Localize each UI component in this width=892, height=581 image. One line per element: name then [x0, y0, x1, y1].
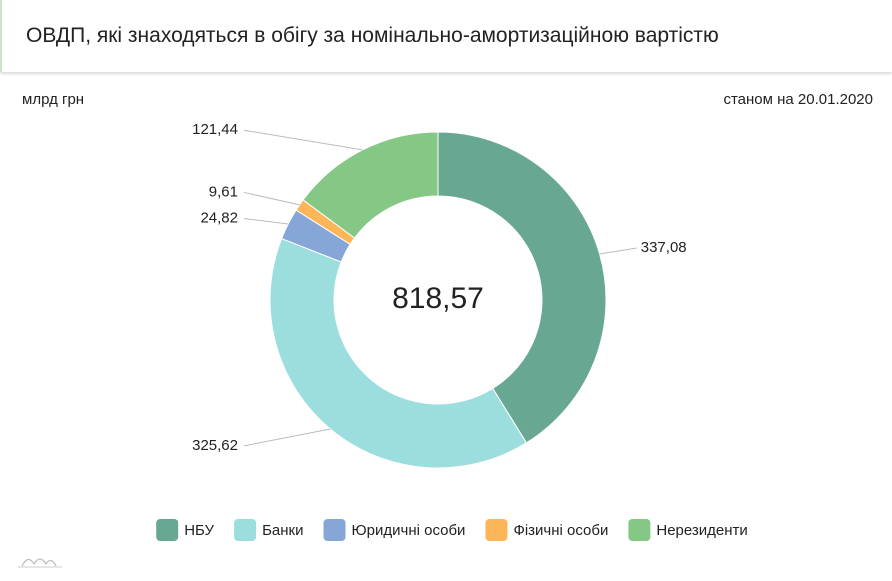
- leader-line: [599, 247, 637, 255]
- logo: [21, 558, 57, 567]
- data-label: 325,62: [192, 437, 238, 454]
- header: ОВДП, які знаходяться в обігу за номінал…: [0, 0, 892, 72]
- legend-label: Банки: [262, 522, 303, 539]
- leader-line: [243, 191, 300, 206]
- legend-label: НБУ: [184, 522, 214, 539]
- leader-line: [243, 129, 363, 151]
- legend-swatch: [323, 519, 346, 541]
- legend-swatch: [485, 519, 508, 541]
- leader-line: [243, 217, 289, 225]
- date-note: станом на 20.01.2020: [723, 91, 873, 108]
- legend-label: Фізичні особи: [513, 522, 608, 539]
- unit-label: млрд грн: [22, 91, 84, 108]
- data-label: 24,82: [200, 209, 238, 226]
- center-total: 818,57: [392, 282, 484, 315]
- leader-line: [243, 428, 331, 447]
- legend-label: Юридичні особи: [352, 522, 466, 539]
- donut-segment: [437, 131, 607, 444]
- donut-segment: [269, 237, 528, 469]
- donut-segment: [302, 131, 439, 239]
- data-label: 337,08: [641, 239, 687, 256]
- data-label: 9,61: [209, 183, 238, 200]
- legend-swatch: [156, 519, 179, 541]
- data-label: 121,44: [192, 121, 238, 138]
- chart-title: ОВДП, які знаходяться в обігу за номінал…: [26, 24, 719, 47]
- legend-label: Нерезиденти: [656, 522, 747, 539]
- legend-swatch: [628, 519, 651, 541]
- legend-swatch: [234, 519, 257, 541]
